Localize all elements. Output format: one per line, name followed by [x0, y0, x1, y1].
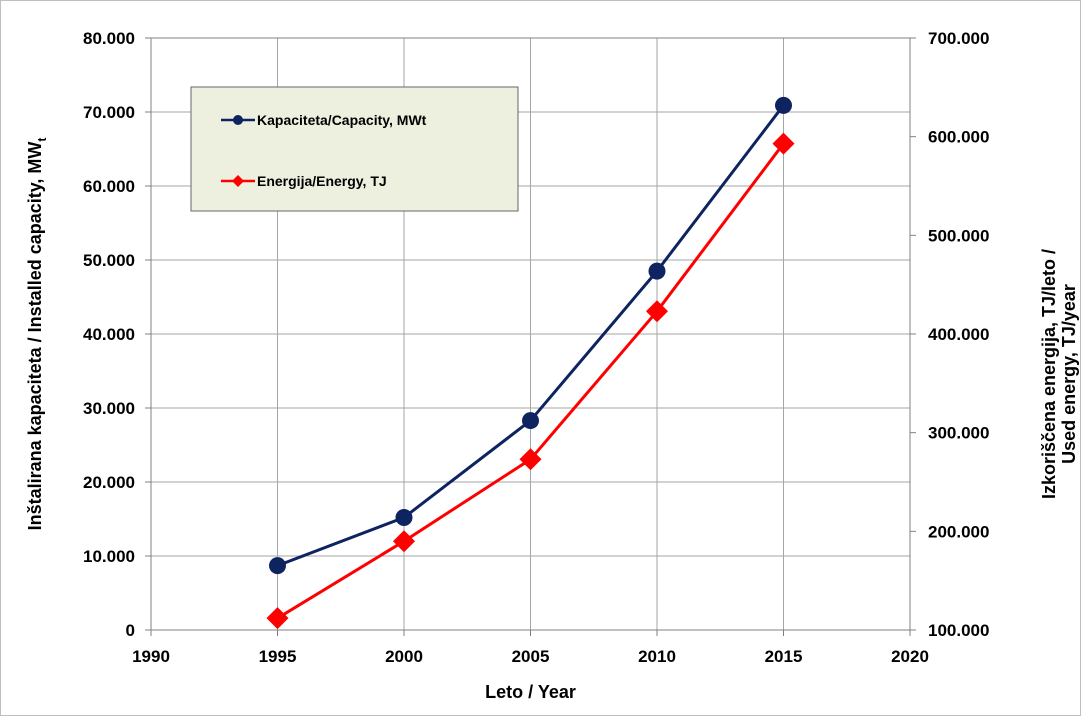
data-point-diamond [266, 607, 289, 630]
right-y-tick-label: 400.000 [928, 325, 989, 344]
legend-marker-diamond [232, 175, 244, 187]
legend: Kapaciteta/Capacity, MWt Energija/Energy… [190, 86, 519, 212]
data-point-circle [269, 557, 286, 575]
left-y-tick-label: 0 [126, 621, 135, 640]
legend-box [190, 86, 519, 212]
legend-label-energy: Energija/Energy, TJ [257, 173, 387, 189]
left-y-axis-ticks: 0 10.000 20.000 30.000 40.000 50.000 60.000 70.… [83, 29, 151, 640]
left-y-tick-label: 30.000 [83, 399, 135, 418]
data-point-diamond [772, 132, 795, 155]
series-layer [266, 96, 795, 630]
x-tick-label: 1995 [259, 647, 297, 666]
right-y-tick-label: 100.000 [928, 621, 989, 640]
legend-marker-circle [233, 115, 243, 125]
legend-entry-capacity: Kapaciteta/Capacity, MWt [221, 112, 427, 128]
left-y-tick-label: 80.000 [83, 29, 135, 48]
left-y-axis-title-text: Inštalirana kapaciteta / Installed capac… [25, 142, 45, 531]
left-y-axis-title-subscript: t [35, 138, 49, 142]
data-point-circle [522, 412, 539, 430]
left-y-tick-label: 40.000 [83, 325, 135, 344]
x-tick-label: 2005 [512, 647, 550, 666]
right-y-tick-label: 700.000 [928, 29, 989, 48]
data-point-diamond [646, 300, 668, 323]
left-y-tick-label: 60.000 [83, 177, 135, 196]
data-point-diamond [393, 530, 415, 553]
right-y-axis-title-line1: Izkoriščena energija, TJ/leto / [1039, 249, 1059, 499]
series-energy [266, 132, 795, 630]
x-tick-label: 2000 [385, 647, 423, 666]
data-point-diamond [519, 448, 542, 471]
left-y-axis-title: Inštalirana kapaciteta / Installed capac… [25, 138, 49, 531]
x-tick-label: 2010 [638, 647, 676, 666]
x-tick-label: 1990 [132, 647, 170, 666]
legend-entry-energy: Energija/Energy, TJ [221, 173, 387, 189]
left-y-tick-label: 10.000 [83, 547, 135, 566]
data-point-circle [648, 262, 666, 280]
x-axis-title: Leto / Year [485, 682, 576, 702]
left-y-tick-label: 70.000 [83, 103, 135, 122]
x-tick-label: 2015 [765, 647, 803, 666]
x-tick-label: 2020 [891, 647, 929, 666]
right-y-axis-title-line2: Used energy, TJ/year [1059, 284, 1079, 464]
series-capacity [269, 96, 792, 575]
right-y-axis-ticks: 100.000 200.000 300.000 400.000 500.000 600.0… [910, 29, 989, 640]
x-axis-ticks: 1990 1995 2000 2005 2010 2015 2020 [132, 630, 929, 666]
data-point-circle [395, 509, 413, 527]
right-y-tick-label: 300.000 [928, 424, 989, 443]
left-y-tick-label: 20.000 [83, 473, 135, 492]
right-y-tick-label: 600.000 [928, 128, 989, 147]
right-y-tick-label: 200.000 [928, 522, 989, 541]
legend-label-capacity: Kapaciteta/Capacity, MWt [257, 112, 427, 128]
left-y-tick-label: 50.000 [83, 251, 135, 270]
data-point-circle [775, 96, 792, 114]
right-y-tick-label: 500.000 [928, 226, 989, 245]
